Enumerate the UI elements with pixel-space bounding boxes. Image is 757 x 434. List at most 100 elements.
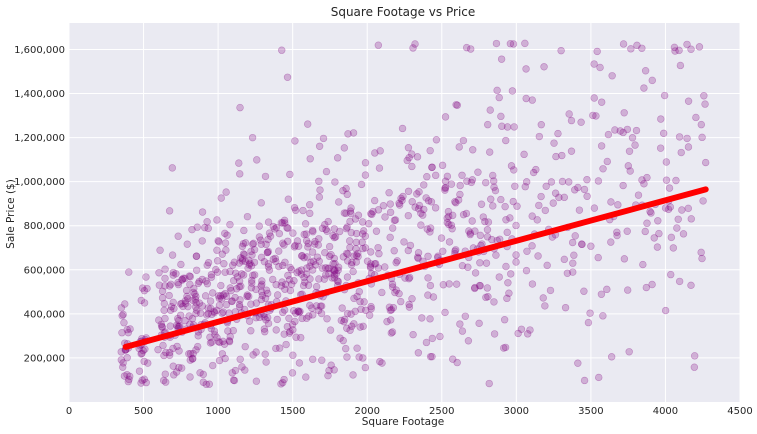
data-point-178 <box>193 223 201 231</box>
data-point-100 <box>170 371 178 379</box>
data-point-1082 <box>673 224 681 232</box>
data-point-1100 <box>687 281 695 290</box>
data-point-778 <box>441 177 450 185</box>
data-point-582 <box>342 344 350 353</box>
data-point-726 <box>399 192 407 201</box>
data-point-395 <box>278 278 286 286</box>
data-point-860 <box>482 293 490 302</box>
x-tick-label-4: 2000 <box>354 406 379 417</box>
data-point-1076 <box>671 47 679 55</box>
data-point-30 <box>141 345 149 353</box>
data-point-730 <box>408 162 416 171</box>
data-point-894 <box>502 262 510 271</box>
data-point-628 <box>356 297 364 306</box>
data-point-937 <box>528 280 537 288</box>
data-point-996 <box>586 309 594 317</box>
data-point-1108 <box>701 100 709 108</box>
data-point-1013 <box>603 157 611 166</box>
data-point-66 <box>160 351 168 360</box>
data-point-808 <box>447 180 456 188</box>
data-point-779 <box>437 234 446 242</box>
data-point-352 <box>258 277 266 285</box>
data-point-1023 <box>614 201 622 209</box>
data-point-436 <box>289 229 297 237</box>
data-point-152 <box>186 373 194 381</box>
data-point-1059 <box>655 229 663 238</box>
data-point-918 <box>507 162 516 170</box>
data-point-589 <box>335 227 344 236</box>
data-point-1008 <box>597 290 606 298</box>
data-point-517 <box>316 186 324 194</box>
data-point-235 <box>219 308 227 316</box>
data-point-753 <box>420 205 428 214</box>
data-point-980 <box>569 259 577 267</box>
data-point-23 <box>123 353 131 362</box>
data-point-269 <box>235 277 244 285</box>
data-point-995 <box>587 242 595 250</box>
data-point-153 <box>183 240 191 248</box>
data-point-1061 <box>648 76 656 85</box>
data-point-447 <box>291 241 299 250</box>
data-point-241 <box>223 231 231 239</box>
data-point-926 <box>522 266 531 275</box>
data-point-769 <box>428 334 437 343</box>
data-point-841 <box>467 178 476 187</box>
data-point-469 <box>306 275 314 283</box>
data-point-687 <box>388 280 397 288</box>
data-point-69 <box>158 322 166 331</box>
data-point-270 <box>228 297 236 306</box>
data-point-401 <box>281 258 289 266</box>
data-point-98 <box>165 291 173 300</box>
data-point-545 <box>321 248 329 257</box>
data-point-665 <box>367 305 375 313</box>
data-point-1065 <box>653 243 662 251</box>
data-point-208 <box>212 306 221 315</box>
data-point-931 <box>526 326 534 334</box>
data-point-264 <box>231 366 240 375</box>
data-point-944 <box>539 294 547 302</box>
data-point-6 <box>125 375 133 384</box>
data-point-754 <box>420 181 428 189</box>
data-point-391 <box>278 46 286 54</box>
data-point-685 <box>383 317 391 326</box>
data-point-989 <box>578 240 586 249</box>
data-point-1092 <box>675 46 683 55</box>
data-point-676 <box>375 250 383 258</box>
data-point-339 <box>260 313 268 321</box>
data-point-569 <box>326 326 335 334</box>
data-point-570 <box>330 254 339 263</box>
y-tick-label-7: 1,600,000 <box>14 45 65 56</box>
data-point-636 <box>354 252 362 261</box>
data-point-424 <box>289 326 297 334</box>
data-point-811 <box>456 181 464 190</box>
data-point-105 <box>178 275 186 284</box>
data-point-403 <box>275 262 283 271</box>
data-point-260 <box>235 259 243 267</box>
data-point-501 <box>312 282 321 291</box>
data-point-599 <box>347 209 355 218</box>
data-point-622 <box>350 252 358 260</box>
data-point-548 <box>327 250 335 259</box>
data-point-738 <box>413 190 421 198</box>
data-point-511 <box>314 306 323 315</box>
data-point-737 <box>414 249 423 257</box>
data-point-1068 <box>662 176 671 184</box>
data-point-957 <box>546 286 555 295</box>
data-point-1026 <box>620 109 628 117</box>
data-point-1079 <box>674 215 682 223</box>
data-point-263 <box>231 293 239 302</box>
data-point-147 <box>189 288 198 297</box>
data-point-961 <box>558 177 567 186</box>
y-tick-label-3: 800,000 <box>24 221 65 232</box>
data-point-422 <box>287 280 296 288</box>
data-point-173 <box>194 279 203 288</box>
data-point-546 <box>329 260 337 268</box>
data-point-291 <box>238 257 246 265</box>
data-point-114 <box>181 317 189 325</box>
data-point-900 <box>502 216 510 224</box>
data-point-3 <box>124 377 132 386</box>
data-point-717 <box>404 246 412 255</box>
data-point-884 <box>493 86 501 95</box>
data-point-320 <box>247 300 255 308</box>
data-point-268 <box>229 376 238 384</box>
